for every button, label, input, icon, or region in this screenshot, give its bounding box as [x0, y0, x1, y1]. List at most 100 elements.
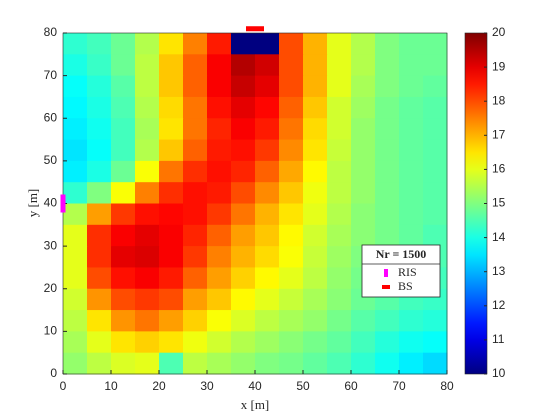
- heatmap-cell: [231, 118, 256, 141]
- heatmap-cell: [63, 75, 88, 98]
- heatmap-cell: [63, 224, 88, 247]
- heatmap-cell: [159, 75, 184, 98]
- heatmap-cell: [111, 331, 136, 354]
- heatmap-cell: [255, 75, 280, 98]
- heatmap-cell: [207, 54, 232, 77]
- heatmap-cell: [303, 182, 328, 204]
- heatmap-cell: [159, 203, 184, 226]
- heatmap-cell: [279, 33, 304, 55]
- heatmap-cell: [63, 160, 88, 183]
- heatmap-cell: [327, 224, 352, 247]
- heatmap-cell: [279, 182, 304, 204]
- heatmap-cell: [279, 310, 304, 332]
- heatmap-cell: [207, 139, 232, 162]
- heatmap-cell: [399, 182, 424, 204]
- heatmap-cell: [351, 182, 376, 204]
- heatmap-cell: [303, 246, 328, 268]
- heatmap-cell: [207, 75, 232, 98]
- heatmap-cell: [399, 33, 424, 55]
- heatmap-cell: [111, 288, 136, 311]
- heatmap-cell: [351, 54, 376, 77]
- heatmap-cell: [255, 182, 280, 204]
- heatmap-cell: [327, 182, 352, 204]
- heatmap-cell: [423, 118, 448, 141]
- heatmap-cell: [303, 331, 328, 354]
- heatmap-cell: [423, 182, 448, 204]
- heatmap-cell: [351, 203, 376, 226]
- heatmap-cell: [87, 352, 112, 375]
- heatmap-cell: [87, 160, 112, 183]
- heatmap-cell: [255, 310, 280, 332]
- heatmap-cell: [63, 352, 88, 375]
- heatmap-cell: [111, 310, 136, 332]
- heatmap-cell: [351, 118, 376, 141]
- y-tick-label: 60: [44, 110, 58, 124]
- heatmap-cell: [255, 118, 280, 141]
- x-tick-label: 10: [104, 379, 118, 393]
- heatmap-cell: [87, 54, 112, 77]
- heatmap-cell: [375, 352, 400, 375]
- heatmap-cell: [159, 224, 184, 247]
- heatmap-cell: [135, 352, 160, 375]
- y-tick-label: 40: [44, 196, 58, 210]
- heatmap-cell: [375, 33, 400, 55]
- heatmap-cell: [375, 224, 400, 247]
- heatmap-cell: [111, 203, 136, 226]
- colorbar-tick-label: 19: [492, 59, 506, 73]
- heatmap-cell: [183, 203, 208, 226]
- heatmap-cell: [159, 310, 184, 332]
- legend-swatch: [382, 285, 390, 289]
- heatmap-cell: [279, 331, 304, 354]
- colorbar-tick-label: 12: [492, 298, 506, 312]
- heatmap-cell: [231, 33, 256, 55]
- heatmap-cell: [159, 139, 184, 162]
- heatmap-cell: [423, 139, 448, 162]
- heatmap-cell: [135, 182, 160, 204]
- heatmap-cell: [87, 182, 112, 204]
- legend-title: Nr = 1500: [376, 247, 427, 261]
- heatmap-cell: [327, 203, 352, 226]
- heatmap-cell: [87, 139, 112, 162]
- heatmap-cell: [351, 160, 376, 183]
- heatmap-cell: [255, 96, 280, 119]
- colorbar-tick-label: 10: [492, 366, 506, 380]
- marker: [246, 26, 264, 32]
- heatmap-cell: [327, 288, 352, 311]
- heatmap-cell: [255, 54, 280, 77]
- heatmap-cell: [279, 267, 304, 290]
- heatmap-cell: [327, 33, 352, 55]
- heatmap-cell: [87, 331, 112, 354]
- heatmap-cell: [279, 352, 304, 375]
- heatmap-cell: [183, 352, 208, 375]
- heatmap-cell: [183, 75, 208, 98]
- heatmap-cell: [63, 139, 88, 162]
- y-tick-label: 10: [44, 324, 58, 338]
- heatmap-cell: [375, 139, 400, 162]
- heatmap-cell: [159, 118, 184, 141]
- heatmap-cell: [399, 160, 424, 183]
- heatmap-cell: [399, 75, 424, 98]
- heatmap-cell: [375, 310, 400, 332]
- x-tick-label: 70: [392, 379, 406, 393]
- heatmap-cell: [303, 267, 328, 290]
- colorbar-tick-label: 20: [492, 25, 506, 39]
- legend-label: BS: [398, 279, 413, 293]
- heatmap-cell: [351, 33, 376, 55]
- heatmap-cell: [183, 118, 208, 141]
- legend-label: RIS: [398, 265, 417, 279]
- heatmap-cell: [183, 310, 208, 332]
- heatmap-cell: [423, 352, 448, 375]
- heatmap-cell: [111, 139, 136, 162]
- heatmap-cell: [111, 352, 136, 375]
- heatmap-cell: [183, 160, 208, 183]
- y-tick-label: 80: [44, 25, 58, 39]
- heatmap-cell: [207, 33, 232, 55]
- heatmap-cell: [183, 224, 208, 247]
- heatmap-cell: [423, 203, 448, 226]
- heatmap-cell: [303, 118, 328, 141]
- heatmap-cell: [159, 160, 184, 183]
- heatmap-cell: [63, 54, 88, 77]
- heatmap-cell: [255, 160, 280, 183]
- heatmap-cell: [231, 310, 256, 332]
- heatmap-cell: [255, 288, 280, 311]
